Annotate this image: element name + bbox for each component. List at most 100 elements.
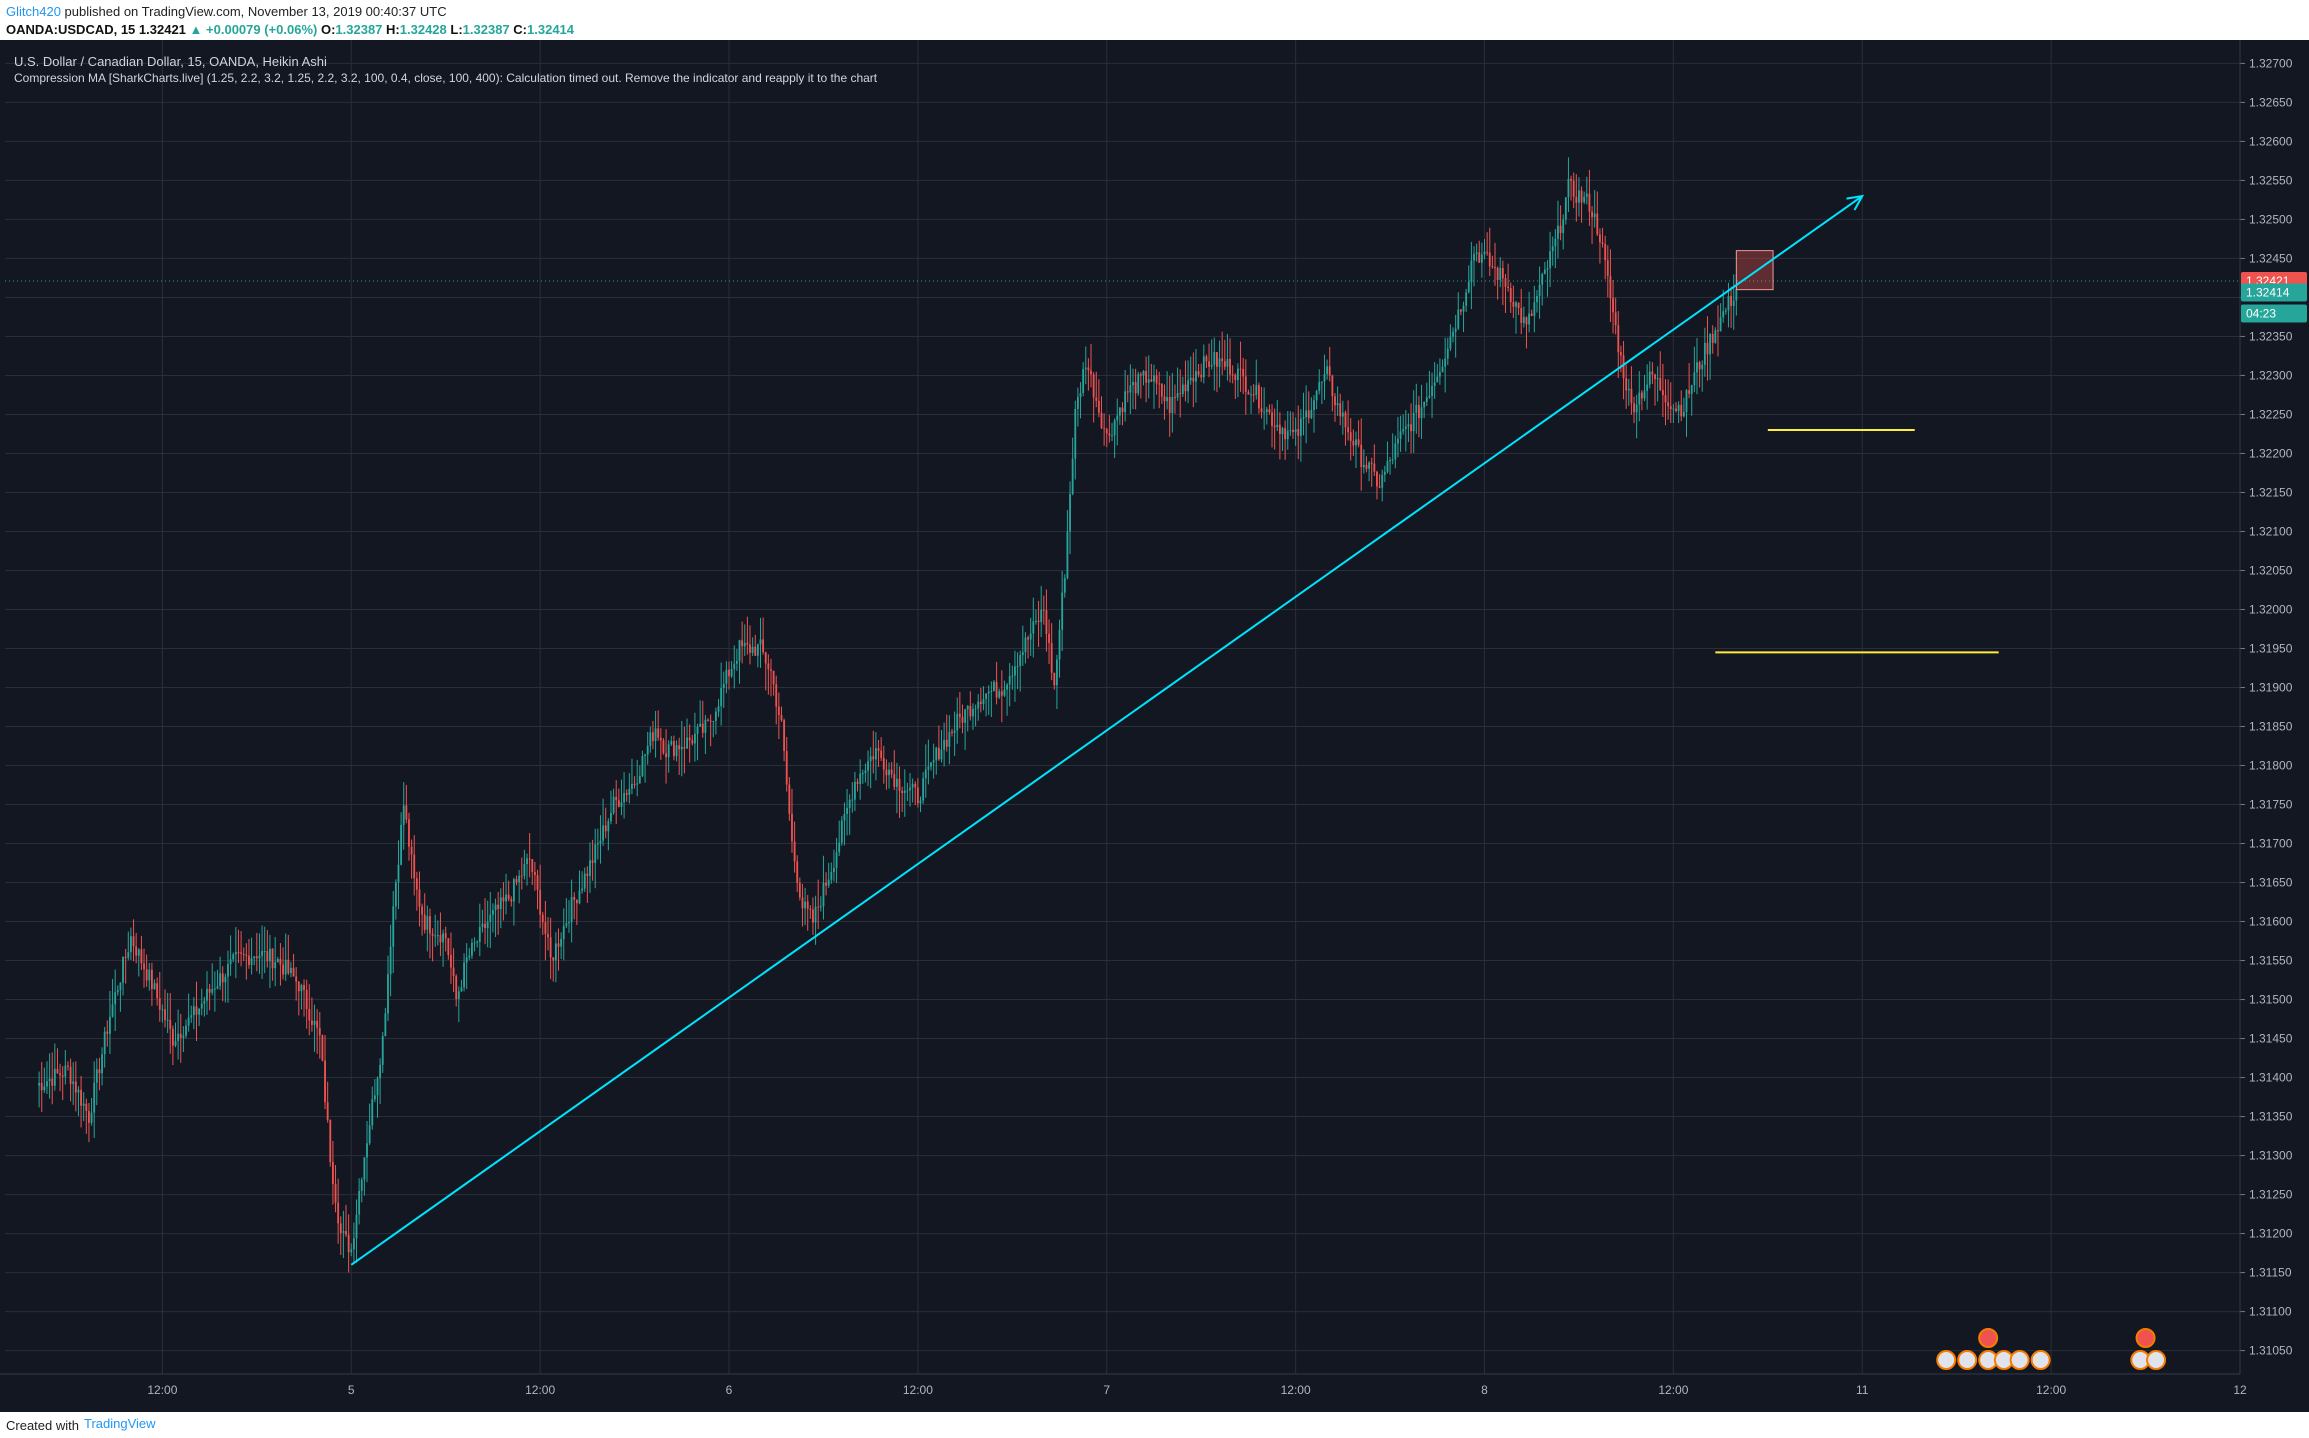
candle-body bbox=[1221, 358, 1224, 362]
candle-body bbox=[1596, 213, 1599, 235]
candle-body bbox=[1318, 382, 1321, 391]
x-tick-label: 11 bbox=[1856, 1383, 1869, 1397]
candle-body bbox=[347, 1234, 350, 1253]
candle-body bbox=[1470, 260, 1473, 282]
candle-body bbox=[570, 896, 573, 923]
candle-body bbox=[1709, 333, 1712, 355]
candle-body bbox=[512, 879, 515, 902]
candle-body bbox=[801, 897, 804, 909]
candle-body bbox=[423, 914, 426, 930]
candle-body bbox=[337, 1202, 340, 1224]
candle-body bbox=[240, 952, 243, 954]
candle-body bbox=[1698, 362, 1701, 370]
candle-body bbox=[1139, 374, 1142, 376]
candle-body bbox=[1554, 238, 1557, 247]
candle-body bbox=[1210, 364, 1213, 367]
candle-body bbox=[780, 714, 783, 721]
candle-body bbox=[1027, 637, 1029, 640]
candle-body bbox=[397, 864, 400, 883]
candle-body bbox=[1284, 428, 1287, 440]
candle-body bbox=[565, 923, 568, 926]
y-tick-label: 1.31100 bbox=[2249, 1305, 2292, 1319]
candle-body bbox=[156, 983, 159, 999]
author-link[interactable]: Glitch420 bbox=[6, 4, 61, 19]
candle-body bbox=[195, 1006, 198, 1015]
candle-body bbox=[1475, 252, 1478, 254]
y-tick-label: 1.32700 bbox=[2249, 56, 2293, 70]
candle-body bbox=[450, 955, 452, 968]
candle-body bbox=[633, 783, 636, 785]
candle-body bbox=[405, 805, 408, 820]
candle-body bbox=[1515, 302, 1517, 307]
candle-body bbox=[1491, 266, 1494, 268]
candle-body bbox=[59, 1073, 62, 1076]
candle-body bbox=[568, 922, 570, 924]
event-flag-icon bbox=[2030, 1350, 2051, 1370]
candle-body bbox=[1323, 374, 1326, 382]
last-price: 1.32421 bbox=[138, 22, 186, 37]
candle-body bbox=[1420, 407, 1423, 419]
candle-body bbox=[1286, 430, 1289, 440]
candle-body bbox=[1693, 372, 1696, 386]
candle-body bbox=[492, 910, 494, 915]
candle-body bbox=[415, 878, 418, 890]
candle-body bbox=[1732, 300, 1735, 306]
candle-body bbox=[877, 748, 880, 751]
candle-body bbox=[169, 1019, 172, 1029]
price-chart[interactable]: 1.32700 1.32650 1.32600 1.32550 1.32500 1.324… bbox=[0, 40, 2309, 1412]
candle-body bbox=[334, 1184, 337, 1203]
candle-body bbox=[945, 739, 948, 747]
candle-body bbox=[767, 663, 770, 670]
candle-body bbox=[1538, 284, 1541, 296]
candle-body bbox=[106, 1031, 109, 1034]
candle-body bbox=[444, 933, 447, 939]
candle-body bbox=[874, 748, 877, 760]
tradingview-logo[interactable]: TradingView bbox=[84, 1416, 156, 1431]
publish-line: Glitch420 published on TradingView.com, … bbox=[6, 4, 447, 19]
candle-body bbox=[1488, 252, 1491, 267]
candle-body bbox=[523, 863, 526, 876]
candle-body bbox=[688, 737, 691, 741]
candle-body bbox=[140, 949, 143, 964]
candle-body bbox=[951, 731, 953, 733]
y-tick-label: 1.31700 bbox=[2249, 837, 2293, 851]
trend-arrow-head bbox=[1846, 194, 1865, 211]
candle-body bbox=[103, 1031, 106, 1055]
candle-body bbox=[638, 776, 641, 784]
candle-body bbox=[1368, 462, 1371, 469]
y-tick-label: 1.32600 bbox=[2249, 134, 2293, 148]
candle-body bbox=[1265, 409, 1268, 412]
candle-body bbox=[292, 967, 295, 977]
candle-body bbox=[331, 1162, 334, 1185]
candle-body bbox=[1145, 370, 1148, 383]
high-label: H: bbox=[386, 22, 400, 37]
candle-body bbox=[680, 747, 683, 750]
candle-body bbox=[812, 909, 814, 923]
chart-area[interactable]: 1.32700 1.32650 1.32600 1.32550 1.32500 1.324… bbox=[0, 40, 2309, 1412]
candle-body bbox=[1024, 637, 1027, 653]
candle-body bbox=[101, 1054, 103, 1074]
candle-body bbox=[1126, 391, 1129, 393]
candle-body bbox=[1711, 333, 1714, 343]
price-change: ▲ +0.00079 (+0.06%) bbox=[189, 22, 318, 37]
candle-body bbox=[1551, 246, 1554, 252]
candle-body bbox=[1205, 356, 1208, 362]
candle-body bbox=[966, 705, 969, 710]
candle-body bbox=[1696, 362, 1698, 373]
candle-body bbox=[937, 747, 940, 760]
candle-body bbox=[1604, 243, 1607, 261]
candle-body bbox=[659, 737, 662, 741]
candle-body bbox=[276, 958, 279, 963]
candle-body bbox=[1407, 424, 1410, 427]
candle-body bbox=[1404, 426, 1407, 430]
candle-body bbox=[74, 1081, 77, 1093]
candle-body bbox=[379, 1064, 382, 1079]
candle-body bbox=[1546, 268, 1549, 270]
candle-body bbox=[903, 790, 906, 794]
candle-body bbox=[649, 732, 652, 746]
candle-body bbox=[1202, 356, 1205, 378]
candle-body bbox=[625, 793, 628, 795]
candle-body bbox=[237, 952, 240, 954]
candle-body bbox=[644, 754, 646, 756]
candle-body bbox=[389, 946, 392, 975]
